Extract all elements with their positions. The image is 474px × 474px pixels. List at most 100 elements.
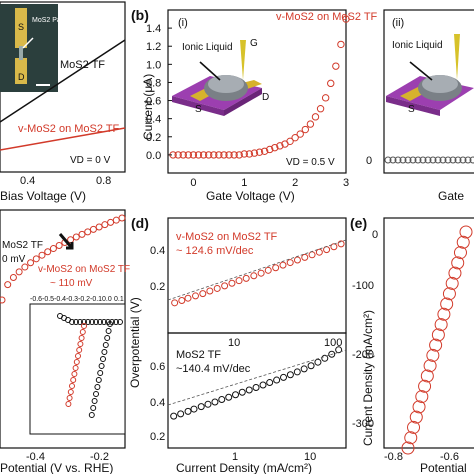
data-point [321,354,329,362]
arrow-icon [58,233,74,250]
data-point [279,261,287,269]
data-point [65,401,72,407]
legend-v-mos2: v-MoS2 on MoS2 TF [38,264,130,275]
data-point [250,149,259,157]
data-point [327,79,335,88]
panel-label-d: (d) [131,215,149,231]
data-point [260,147,269,155]
data-point [184,294,192,302]
data-point [440,297,454,311]
inset-arrow-icon [22,37,34,49]
data-point [235,277,243,285]
data-point [100,356,106,362]
panel-a-frame [0,1,126,173]
data-point [78,230,86,238]
tick-label-c-0: -0.4 [26,451,45,463]
data-point [448,266,462,280]
data-point [306,120,315,128]
data-point [101,319,107,325]
panel-b: (b) (i) G Ionic Liquid D S v-MoS2 on MoS… [131,7,378,203]
data-point [189,151,198,159]
diagram-label-s: S [195,104,202,115]
diagram-label-g: G [250,38,258,49]
inset-tick-label: -0.3 [66,296,78,303]
data-point [177,410,185,418]
tick-label-y: 0.0 [146,150,161,162]
inset-tick-label: -0.6 [30,296,42,303]
label-mos2-tf: MoS2 TF [60,59,105,71]
data-point [27,259,35,267]
diagram-label-ionic-ii: Ionic Liquid [392,40,443,51]
data-point [311,113,320,121]
data-point [213,284,221,292]
legend-mos2-tf: MoS2 TF [2,240,43,251]
diagram-label-s-ii: S [408,104,415,115]
data-point [459,225,473,239]
data-point [444,156,452,164]
label-v-mos2: v-MoS2 on MoS2 TF [18,123,120,135]
panel-label-e: (e) [350,215,367,231]
data-point [337,240,345,248]
d-bottom-fit-line [167,349,347,406]
x-axis-label-b: Gate Voltage (V) [206,189,295,203]
panel-c-red-points [0,214,126,304]
data-point [232,391,240,399]
data-point [308,251,316,259]
data-point [276,142,284,150]
data-point [240,150,248,158]
panel-label-b: (b) [131,7,149,23]
data-point [21,263,29,271]
data-point [101,221,109,229]
legend-mos2-value: 0 mV [2,254,26,265]
data-point [273,376,281,384]
data-point [44,248,52,256]
tick-label-y: 1.2 [146,41,161,53]
data-point [404,431,418,445]
data-point [426,348,440,362]
panel-b-y-ticks: 0.0 0.2 0.4 0.6 0.8 1.0 1.2 1.4 [146,23,172,162]
device-diagram-i: G Ionic Liquid D S [172,38,269,116]
data-point [102,342,109,348]
data-point [206,287,214,295]
data-point [73,319,79,325]
y-axis-label-d: Overpotential (V) [128,297,142,388]
d-bot-ytick-1: 0.4 [150,397,165,409]
data-point [190,405,198,413]
annotation-vd: VD = 0 V [70,155,111,166]
tick-label-x: 1 [241,177,247,189]
panel-b-ii-points [384,156,474,164]
data-point [76,347,83,353]
data-point [342,15,350,23]
diagram-label-d: D [262,92,269,103]
data-point [316,105,325,113]
inset-label-d: D [18,72,25,82]
data-point [424,156,432,164]
data-point [89,319,95,325]
inset-tick-label: -0.1 [90,296,102,303]
data-point [280,373,288,381]
data-point [89,225,97,233]
data-point [94,384,101,390]
data-point [423,359,437,373]
data-point [210,151,218,159]
data-point [91,398,98,404]
d-top-tafel: ~ 124.6 mV/dec [176,245,254,257]
data-point [179,151,187,159]
tick-label-y: 0.8 [146,77,161,89]
tick-label-x-1: 0.8 [96,175,111,187]
data-point [464,156,472,164]
data-point [77,341,84,347]
data-point [404,156,412,164]
data-point [255,148,264,156]
data-point [112,216,120,224]
data-point [245,386,253,394]
data-point [286,137,294,146]
data-point [170,412,178,420]
d-top-fit-line [167,239,347,301]
tick-label-x: 3 [343,177,349,189]
data-point [399,156,407,164]
tick-label-x-0: 0.4 [20,175,35,187]
data-point [412,400,426,414]
data-point [15,268,23,276]
data-point [409,410,423,424]
